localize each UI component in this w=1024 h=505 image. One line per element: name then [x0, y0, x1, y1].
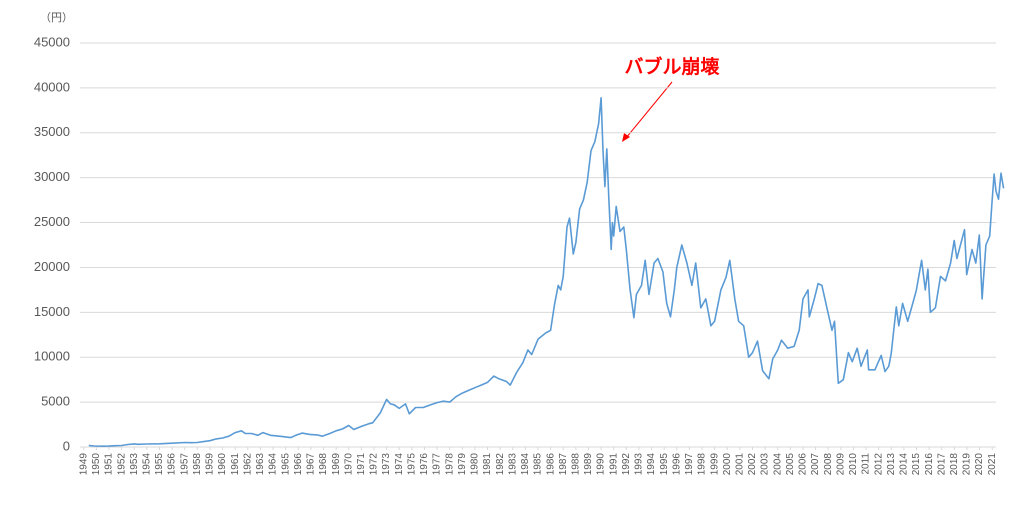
x-tick-label: 1996 — [671, 453, 682, 476]
x-tick-label: 1964 — [268, 453, 279, 476]
x-tick-label: 1988 — [570, 453, 581, 476]
x-tick-label: 2005 — [785, 453, 796, 476]
x-tick-label: 1968 — [318, 453, 329, 476]
x-tick-label: 1973 — [381, 453, 392, 476]
x-tick-label: 1970 — [343, 453, 354, 476]
x-tick-label: 2004 — [772, 453, 783, 476]
x-tick-label: 1974 — [394, 453, 405, 476]
x-tick-label: 2016 — [924, 453, 935, 476]
x-tick-label: 1966 — [293, 453, 304, 476]
x-tick-label: 1979 — [457, 453, 468, 476]
x-tick-label: 1983 — [507, 453, 518, 476]
x-tick-label: 1981 — [482, 453, 493, 476]
x-tick-label: 1961 — [230, 453, 241, 476]
x-tick-label: 1969 — [331, 453, 342, 476]
x-tick-label: 1960 — [217, 453, 228, 476]
x-tick-label: 2012 — [873, 453, 884, 476]
x-tick-label: 2018 — [949, 453, 960, 476]
line-series — [88, 97, 1005, 447]
y-tick-label: 45000 — [34, 34, 70, 49]
x-tick-label: 2010 — [848, 453, 859, 476]
x-tick-label: 1956 — [167, 453, 178, 476]
x-tick-label: 1950 — [91, 453, 102, 476]
y-tick-label: 15000 — [34, 304, 70, 319]
x-tick-label: 1985 — [533, 453, 544, 476]
x-tick-label: 1977 — [432, 453, 443, 476]
x-tick-label: 2020 — [974, 453, 985, 476]
x-tick-label: 1997 — [684, 453, 695, 476]
x-tick-label: 2002 — [747, 453, 758, 476]
annotation-arrowhead — [622, 133, 630, 142]
x-tick-label: 1962 — [242, 453, 253, 476]
annotation-arrow — [625, 81, 673, 139]
x-tick-label: 1987 — [558, 453, 569, 476]
y-axis-label: （円） — [40, 11, 73, 24]
x-tick-label: 1989 — [583, 453, 594, 476]
y-tick-label: 35000 — [34, 124, 70, 139]
x-tick-label: 1967 — [306, 453, 317, 476]
x-tick-label: 1971 — [356, 453, 367, 476]
x-tick-label: 1963 — [255, 453, 266, 476]
x-tick-label: 2001 — [735, 453, 746, 476]
x-tick-label: 1998 — [697, 453, 708, 476]
y-tick-label: 40000 — [34, 79, 70, 94]
x-tick-label: 1994 — [646, 453, 657, 476]
x-tick-label: 2019 — [962, 453, 973, 476]
x-tick-label: 1955 — [154, 453, 165, 476]
x-tick-label: 2015 — [911, 453, 922, 476]
x-tick-label: 1980 — [470, 453, 481, 476]
y-tick-label: 20000 — [34, 259, 70, 274]
x-tick-label: 1959 — [205, 453, 216, 476]
x-tick-label: 1972 — [369, 453, 380, 476]
x-tick-label: 1993 — [634, 453, 645, 476]
x-tick-label: 1958 — [192, 453, 203, 476]
x-tick-label: 1965 — [280, 453, 291, 476]
x-tick-label: 2013 — [886, 453, 897, 476]
x-tick-label: 2014 — [899, 453, 910, 476]
y-tick-label: 0 — [63, 438, 70, 453]
x-tick-label: 1954 — [142, 453, 153, 476]
x-tick-label: 2011 — [861, 453, 872, 475]
x-tick-label: 2017 — [936, 453, 947, 476]
x-tick-label: 1951 — [104, 453, 115, 476]
x-tick-label: 1992 — [621, 453, 632, 476]
y-tick-label: 25000 — [34, 214, 70, 229]
x-tick-label: 2008 — [823, 453, 834, 476]
x-tick-label: 1978 — [444, 453, 455, 476]
x-tick-label: 1990 — [596, 453, 607, 476]
y-tick-label: 10000 — [34, 349, 70, 364]
x-tick-label: 2000 — [722, 453, 733, 476]
y-tick-label: 30000 — [34, 169, 70, 184]
x-tick-label: 1991 — [608, 453, 619, 476]
annotation: バブル崩壊 — [624, 55, 720, 78]
x-tick-label: 1986 — [545, 453, 556, 476]
x-tick-label: 1975 — [406, 453, 417, 476]
x-tick-label: 1999 — [709, 453, 720, 476]
x-tick-label: 2009 — [835, 453, 846, 476]
x-tick-label: 2003 — [760, 453, 771, 476]
x-tick-label: 1976 — [419, 453, 430, 476]
x-tick-label: 2007 — [810, 453, 821, 476]
x-tick-label: 2006 — [798, 453, 809, 476]
x-tick-label: 1995 — [659, 453, 670, 476]
x-tick-label: 2021 — [987, 453, 998, 476]
y-tick-label: 5000 — [41, 394, 70, 409]
x-tick-label: 1952 — [116, 453, 127, 476]
x-tick-label: 1957 — [179, 453, 190, 476]
x-tick-label: 1984 — [520, 453, 531, 476]
x-tick-label: 1982 — [495, 453, 506, 476]
x-tick-label: 1949 — [78, 453, 89, 476]
x-tick-label: 1953 — [129, 453, 140, 476]
